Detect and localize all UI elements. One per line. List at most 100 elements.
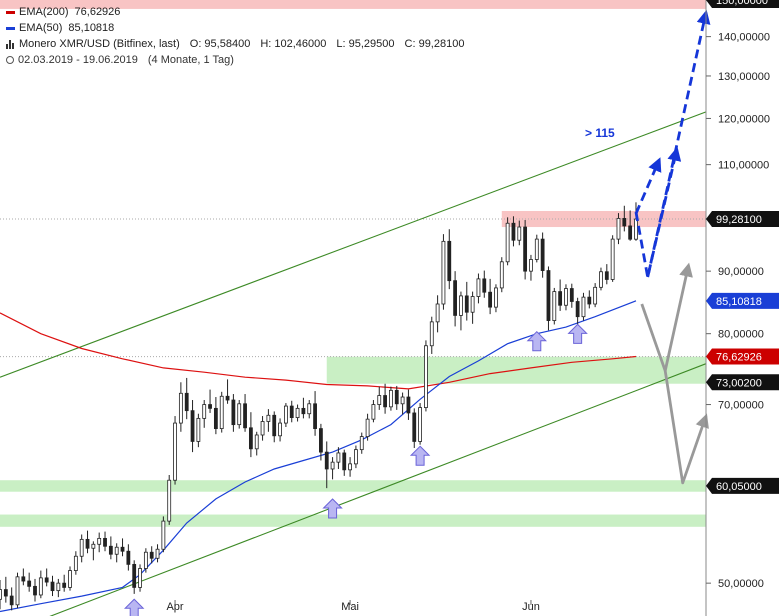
candle-body [336, 452, 341, 463]
candle-body [488, 291, 493, 308]
candles-layer [0, 202, 638, 611]
candle [389, 386, 393, 411]
candle-body [564, 288, 568, 306]
candle-body [143, 551, 148, 569]
candle [184, 377, 189, 420]
candle-body [126, 550, 131, 565]
chart-legend: EMA(200) 76,62926 EMA(50) 85,10818 Moner… [6, 4, 464, 68]
candle-body [529, 259, 533, 272]
legend-ohlc: Monero XMR/USD (Bitfinex, last) O: 95,58… [6, 36, 464, 52]
candle-body [202, 404, 207, 419]
candle-body [482, 278, 487, 293]
y-tick-label: 110,00000 [718, 160, 769, 172]
candle [237, 400, 242, 429]
candle-body [278, 422, 282, 437]
projection-arrow-0 [634, 157, 662, 215]
candle [284, 403, 288, 428]
candle [313, 391, 317, 436]
ema50-value: 85,10818 [68, 22, 115, 34]
candle [231, 394, 236, 432]
candle-body [616, 218, 621, 240]
x-tick-label: Mai [341, 601, 359, 613]
candle [266, 409, 271, 432]
projection-arrow-3 [640, 262, 693, 373]
candle-body [587, 296, 592, 305]
candle-body [38, 577, 43, 596]
candle-body [593, 286, 598, 305]
legend-ema50: EMA(50) 85,10818 [6, 20, 464, 36]
candle [254, 431, 259, 456]
candle [114, 543, 119, 563]
zone-green-4 [0, 514, 706, 527]
projection-layer [634, 9, 711, 485]
candle-body [523, 226, 528, 272]
candlestick-icon [6, 39, 15, 49]
candle-body [476, 278, 481, 297]
candle-body [429, 321, 434, 347]
candle [120, 538, 125, 557]
candle-body [365, 418, 370, 437]
candle-body [540, 238, 545, 271]
candle [593, 283, 598, 308]
candle [494, 284, 498, 313]
candle [161, 516, 166, 553]
y-tick-label: 140,00000 [718, 32, 770, 44]
candle [552, 287, 557, 325]
zones-layer [0, 0, 706, 527]
candle [79, 534, 84, 563]
candle-body [307, 403, 312, 415]
candle-body [196, 417, 201, 442]
candle-body [435, 303, 440, 323]
candle [15, 572, 20, 609]
candle-body [284, 405, 288, 424]
candle-body [330, 461, 335, 470]
candle-body [301, 407, 306, 415]
candle [476, 273, 481, 304]
candle-body [114, 546, 119, 555]
candle [540, 232, 545, 278]
candle [178, 382, 183, 432]
candle [278, 418, 282, 442]
candle [371, 400, 376, 423]
candle-body [272, 414, 277, 437]
candle [354, 445, 358, 469]
candle-body [243, 403, 247, 429]
candle-body [85, 538, 90, 549]
candle-body [62, 582, 67, 588]
candle-body [178, 392, 183, 424]
dotted-levels-layer [0, 218, 706, 358]
zone-red-0 [0, 0, 706, 9]
candle-body [260, 421, 265, 436]
candle-body [517, 226, 522, 241]
candle-body [15, 576, 20, 606]
candle [132, 560, 137, 594]
candle-body [213, 407, 218, 429]
price-tag-bg [706, 374, 779, 391]
candle [447, 229, 452, 290]
candle [307, 400, 312, 419]
up-arrow-icon [567, 323, 588, 344]
candle [103, 531, 107, 552]
candle-body [464, 295, 469, 313]
projection-arrow-4 [663, 370, 709, 485]
candle-body [225, 395, 230, 401]
candle [155, 544, 160, 563]
price-tag-label: 60,05000 [716, 481, 762, 493]
price-tag: 60,05000 [706, 477, 779, 494]
candle-body [313, 403, 317, 429]
clock-icon [6, 56, 14, 64]
candle [68, 566, 72, 591]
period-span: (4 Monate, 1 Tag) [147, 54, 234, 66]
candle-body [371, 404, 376, 420]
candle [248, 412, 253, 458]
candle [202, 400, 207, 428]
high-value: H: 102,46000 [260, 38, 327, 50]
candle [324, 441, 329, 489]
candle [173, 416, 177, 485]
signal-arrows-layer [123, 323, 588, 616]
candle-body [138, 568, 142, 588]
candle-body [552, 291, 557, 321]
candle-body [219, 395, 224, 429]
projection-arrow-2 [646, 9, 711, 278]
candle [27, 572, 32, 592]
